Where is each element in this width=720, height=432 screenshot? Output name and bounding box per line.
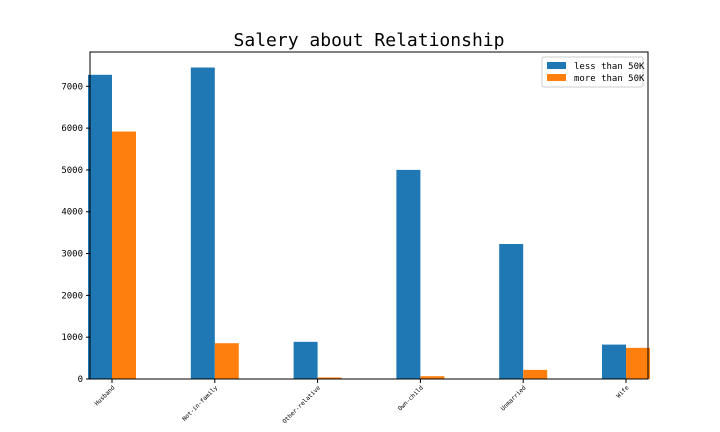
x-tick-label: Unmarried [500, 384, 528, 412]
x-tick-label: Not-in-family [181, 384, 219, 422]
y-tick-label: 7000 [61, 82, 83, 92]
chart-title: Salery about Relationship [234, 30, 505, 51]
legend-label: less than 50K [574, 62, 645, 72]
bar-other-relative-series-1 [293, 341, 318, 379]
legend-swatch [547, 62, 566, 69]
bar-unmarried-series-2 [523, 369, 548, 379]
y-tick-label: 1000 [61, 333, 83, 343]
y-tick-label: 0 [78, 375, 83, 385]
y-tick-label: 5000 [61, 166, 83, 176]
y-tick-label: 3000 [61, 250, 83, 260]
bar-not-in-family-series-1 [190, 67, 215, 379]
x-tick-label: Other-relative [281, 384, 322, 425]
legend: less than 50K more than 50K [541, 56, 645, 88]
y-tick-label: 4000 [61, 208, 83, 218]
x-tick-label: Husband [94, 384, 117, 407]
legend-swatch [547, 74, 566, 81]
bar-husband-series-1 [88, 74, 112, 379]
bars-group [88, 67, 650, 379]
bar-own-child-series-1 [396, 169, 421, 379]
bar-husband-series-2 [112, 131, 136, 379]
legend-label: more than 50K [574, 74, 645, 84]
x-axis: Husband Not-in-family Other-relative Own-ch… [94, 379, 631, 425]
bar-wife-series-1 [602, 344, 626, 379]
bar-own-child-series-2 [420, 376, 445, 379]
y-tick-label: 6000 [61, 124, 83, 134]
plot-frame [89, 51, 649, 380]
y-tick-label: 2000 [61, 291, 83, 301]
legend-box [541, 56, 644, 88]
bar-not-in-family-series-2 [214, 343, 239, 379]
bar-other-relative-series-2 [317, 377, 342, 379]
bar-unmarried-series-1 [499, 244, 524, 379]
x-tick-label: Wife [615, 384, 630, 399]
x-tick-label: Own-child [397, 384, 425, 412]
bar-wife-series-2 [626, 347, 650, 379]
y-axis: 0 1000 2000 3000 4000 5000 6000 7000 [61, 82, 90, 385]
